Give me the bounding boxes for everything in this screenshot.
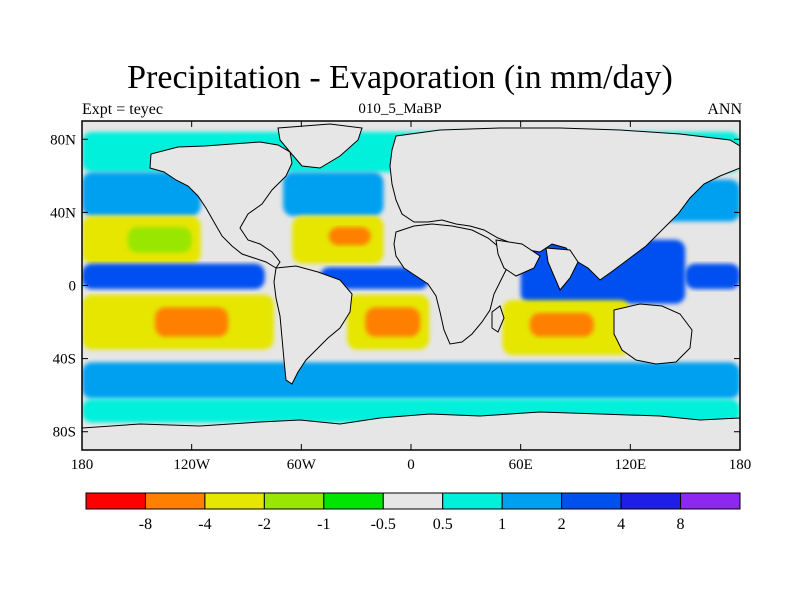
pe-region-10	[319, 267, 430, 290]
y-tick-label: 40N	[50, 205, 76, 221]
y-tick-label: 80N	[50, 132, 76, 148]
south-america-land	[273, 265, 353, 385]
pe-region-5	[127, 227, 192, 253]
eurasia-land	[389, 127, 740, 281]
colorbar-label: -1	[317, 516, 330, 533]
pe-region-7	[328, 227, 371, 246]
colorbar-swatch	[263, 492, 325, 510]
north-america-land	[149, 141, 293, 269]
colorbar-swatch	[680, 492, 741, 510]
season-label: ANN	[707, 101, 742, 118]
colorbar-swatch	[501, 492, 563, 510]
colorbar-swatch	[85, 492, 146, 510]
pe-region-1	[82, 172, 201, 217]
y-tick-label: 0	[69, 279, 77, 295]
australia-land	[613, 303, 693, 365]
colorbar-swatch	[204, 492, 265, 510]
colorbar-label: 0.5	[433, 516, 453, 533]
africa-land	[393, 223, 511, 345]
arabia-land	[495, 239, 541, 277]
colorbar-label: 4	[617, 516, 625, 533]
pe-region-13	[155, 307, 229, 337]
pe-region-9	[685, 263, 740, 290]
pe-region-18	[82, 362, 740, 399]
colorbar-label: -0.5	[371, 516, 396, 533]
colorbar: -8 -4 -2 -1 -0.5 0.5 1 2 4 8	[85, 492, 741, 533]
x-tick-label: 60E	[509, 457, 533, 473]
land-layer	[82, 123, 740, 450]
colorbar-label: 1	[498, 516, 506, 533]
latitude-axis: 80N 40N 0 40S 80S	[50, 132, 740, 441]
madagascar-land	[491, 305, 505, 333]
india-land	[545, 247, 579, 291]
x-tick-label: 120E	[614, 457, 646, 473]
x-tick-label: 0	[407, 457, 415, 473]
colorbar-label: -4	[198, 516, 211, 533]
y-tick-label: 80S	[53, 425, 76, 441]
pe-region-17	[529, 312, 594, 337]
x-tick-label: 120W	[173, 457, 211, 473]
x-tick-label: 180	[729, 457, 752, 473]
colorbar-swatch	[442, 492, 503, 510]
pe-region-15	[365, 307, 421, 337]
chart-title: Precipitation - Evaporation (in mm/day)	[127, 59, 673, 96]
colorbar-swatch	[144, 492, 206, 510]
colorbar-label: -2	[258, 516, 271, 533]
antarctica-land	[82, 411, 740, 450]
pe-region-2	[283, 172, 384, 217]
colorbar-label: 8	[677, 516, 685, 533]
pe-region-8	[82, 263, 265, 290]
x-tick-label: 180	[71, 457, 94, 473]
greenland-land	[277, 123, 363, 169]
colorbar-label: 2	[558, 516, 566, 533]
x-tick-label: 60W	[287, 457, 317, 473]
experiment-label: Expt = teyec	[82, 101, 163, 118]
period-label: 010_5_MaBP	[358, 101, 442, 117]
colorbar-swatch	[382, 492, 444, 510]
plot-area	[82, 121, 740, 450]
colorbar-swatch	[323, 492, 384, 510]
colorbar-swatch	[620, 492, 682, 510]
colorbar-label: -8	[139, 516, 152, 533]
colorbar-swatch	[561, 492, 622, 510]
longitude-axis: 180 120W 60W 0 60E 120E 180	[71, 121, 752, 473]
y-tick-label: 40S	[53, 352, 76, 368]
